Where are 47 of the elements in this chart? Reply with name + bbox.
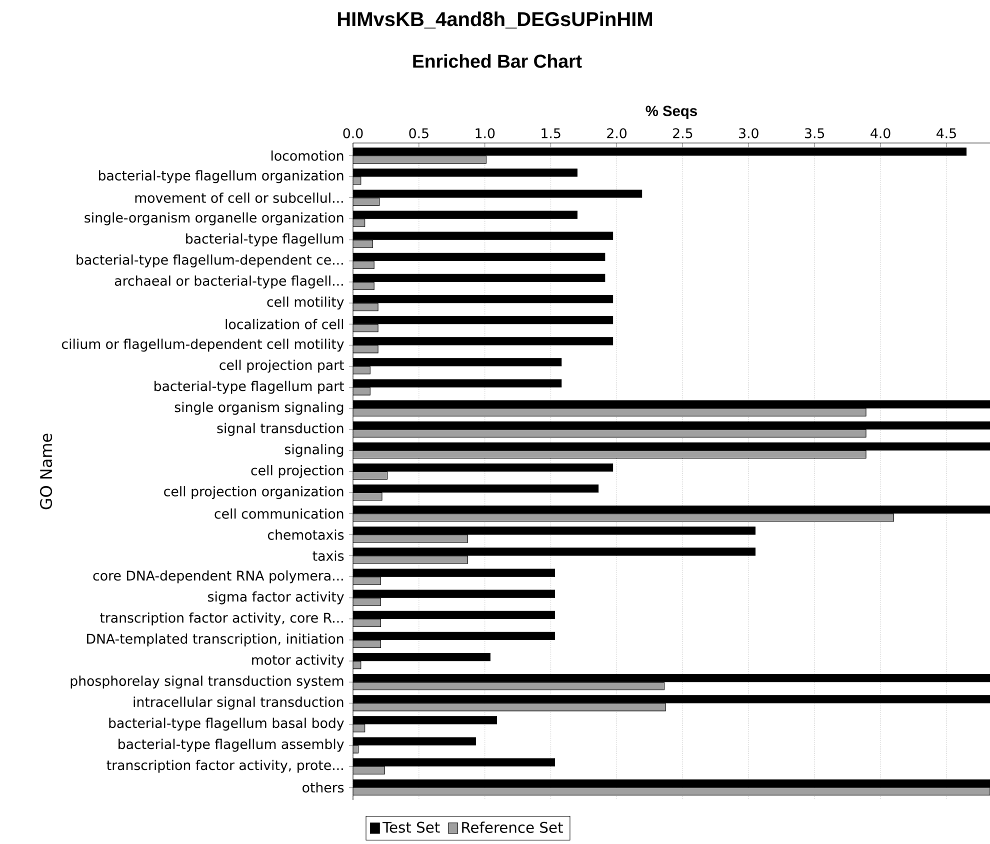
y-tick-label: motor activity (252, 654, 344, 668)
y-tick-label: sigma factor activity (208, 591, 344, 604)
y-tick-label: bacterial-type flagellum-dependent ce... (76, 254, 343, 268)
y-tick-label: single organism signaling (174, 402, 344, 415)
y-tick-label: DNA-templated transcription, initiation (87, 634, 344, 646)
y-tick-label: cell projection (251, 465, 344, 478)
y-tick-label: bacterial-type flagellum (186, 233, 344, 246)
y-tick-label: archaeal or bacterial-type flagell... (114, 276, 343, 288)
y-tick-label: cell projection organization (164, 486, 344, 500)
y-tick-label: transcription factor activity, prote... (106, 760, 343, 773)
x-tick-label: 4.5 (936, 128, 956, 138)
y-tick-label: bacterial-type flagellum organization (98, 170, 344, 184)
y-tick-label: core DNA-dependent RNA polymera... (93, 570, 343, 584)
y-tick-label: taxis (312, 550, 344, 561)
x-tick-label: 0.5 (409, 128, 428, 138)
y-tick-label: intracellular signal transduction (134, 696, 344, 710)
x-tick-label: 1.0 (476, 128, 495, 138)
x-axis-title: % Seqs (646, 106, 697, 120)
chart-subtitle: Enriched Bar Chart (413, 54, 582, 68)
y-tick-label: cell motility (267, 296, 344, 310)
y-axis-title: GO Name (40, 434, 52, 510)
y-tick-label: phosphorelay signal transduction system (70, 676, 344, 689)
y-tick-label: cilium or flagellum-dependent cell motility (62, 338, 344, 352)
y-tick-label: signaling (284, 444, 344, 457)
x-tick-label: 2.0 (607, 128, 626, 138)
y-tick-label: cell projection part (220, 360, 344, 373)
y-tick-label: single-organism organelle organization (84, 212, 344, 226)
y-tick-label: localization of cell (226, 318, 344, 330)
y-tick-label: bacterial-type flagellum part (154, 380, 344, 394)
y-tick-label: signal transduction (217, 422, 344, 436)
x-tick-label: 4.0 (870, 128, 890, 138)
y-tick-label: locomotion (272, 150, 344, 161)
chart-title: HIMvsKB_4and8h_DEGsUPinHIM (338, 12, 652, 28)
y-tick-label: movement of cell or subcellul... (135, 192, 343, 203)
x-tick-label: 0.0 (343, 128, 363, 138)
legend-label: Reference Set (462, 822, 563, 833)
y-tick-label: chemotaxis (268, 530, 344, 540)
x-tick-label: 1.5 (542, 128, 560, 138)
y-tick-label: bacterial-type flagellum basal body (109, 718, 344, 731)
x-tick-label: 3.5 (805, 128, 824, 138)
legend-label: Test Set (382, 822, 440, 833)
y-tick-label: bacterial-type flagellum assembly (118, 738, 344, 752)
x-tick-label: 2.5 (673, 128, 692, 138)
y-tick-label: others (302, 782, 344, 793)
x-tick-label: 3.0 (739, 128, 758, 138)
y-tick-label: cell communication (214, 508, 344, 519)
y-tick-label: transcription factor activity, core R... (100, 612, 343, 626)
